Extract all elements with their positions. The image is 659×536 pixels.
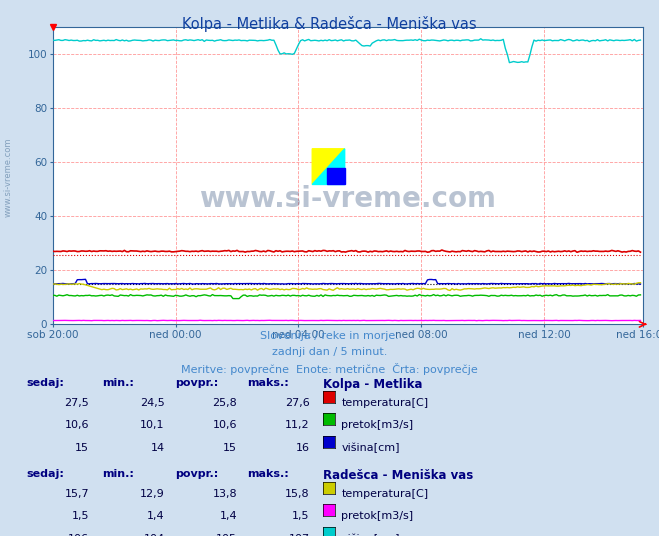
Text: 12,9: 12,9 xyxy=(140,489,165,499)
Text: maks.:: maks.: xyxy=(247,469,289,479)
Text: min.:: min.: xyxy=(102,469,134,479)
Text: Meritve: povprečne  Enote: metrične  Črta: povprečje: Meritve: povprečne Enote: metrične Črta:… xyxy=(181,363,478,375)
Text: Slovenija / reke in morje.: Slovenija / reke in morje. xyxy=(260,331,399,341)
Polygon shape xyxy=(312,149,345,184)
Text: 105: 105 xyxy=(216,534,237,536)
Text: 1,4: 1,4 xyxy=(147,511,165,522)
Text: povpr.:: povpr.: xyxy=(175,469,218,479)
Text: temperatura[C]: temperatura[C] xyxy=(341,489,428,499)
Text: temperatura[C]: temperatura[C] xyxy=(341,398,428,408)
Text: 25,8: 25,8 xyxy=(212,398,237,408)
Text: višina[cm]: višina[cm] xyxy=(341,534,400,536)
Text: Radešca - Meniška vas: Radešca - Meniška vas xyxy=(323,469,473,482)
Text: 15,8: 15,8 xyxy=(285,489,310,499)
Text: 10,6: 10,6 xyxy=(213,420,237,430)
Text: 15: 15 xyxy=(75,443,89,453)
Text: pretok[m3/s]: pretok[m3/s] xyxy=(341,511,413,522)
Text: 14: 14 xyxy=(151,443,165,453)
Text: 104: 104 xyxy=(144,534,165,536)
Text: 15,7: 15,7 xyxy=(65,489,89,499)
Text: Kolpa - Metlika & Radešca - Meniška vas: Kolpa - Metlika & Radešca - Meniška vas xyxy=(182,16,477,32)
Text: Kolpa - Metlika: Kolpa - Metlika xyxy=(323,378,422,391)
Text: 15: 15 xyxy=(223,443,237,453)
Text: www.si-vreme.com: www.si-vreme.com xyxy=(199,185,496,213)
Text: 11,2: 11,2 xyxy=(285,420,310,430)
Polygon shape xyxy=(312,149,345,184)
Text: 1,5: 1,5 xyxy=(71,511,89,522)
Text: 10,1: 10,1 xyxy=(140,420,165,430)
Text: www.si-vreme.com: www.si-vreme.com xyxy=(3,137,13,217)
Bar xyxy=(327,168,345,184)
Text: sedaj:: sedaj: xyxy=(26,469,64,479)
Text: min.:: min.: xyxy=(102,378,134,388)
Text: povpr.:: povpr.: xyxy=(175,378,218,388)
Text: zadnji dan / 5 minut.: zadnji dan / 5 minut. xyxy=(272,347,387,358)
Text: 1,5: 1,5 xyxy=(292,511,310,522)
Text: višina[cm]: višina[cm] xyxy=(341,443,400,453)
Text: sedaj:: sedaj: xyxy=(26,378,64,388)
Text: 10,6: 10,6 xyxy=(65,420,89,430)
Text: pretok[m3/s]: pretok[m3/s] xyxy=(341,420,413,430)
Text: 27,5: 27,5 xyxy=(64,398,89,408)
Text: 106: 106 xyxy=(68,534,89,536)
Text: 27,6: 27,6 xyxy=(285,398,310,408)
Text: 1,4: 1,4 xyxy=(219,511,237,522)
Text: 24,5: 24,5 xyxy=(140,398,165,408)
Text: 107: 107 xyxy=(289,534,310,536)
Text: 16: 16 xyxy=(296,443,310,453)
Text: maks.:: maks.: xyxy=(247,378,289,388)
Text: 13,8: 13,8 xyxy=(213,489,237,499)
